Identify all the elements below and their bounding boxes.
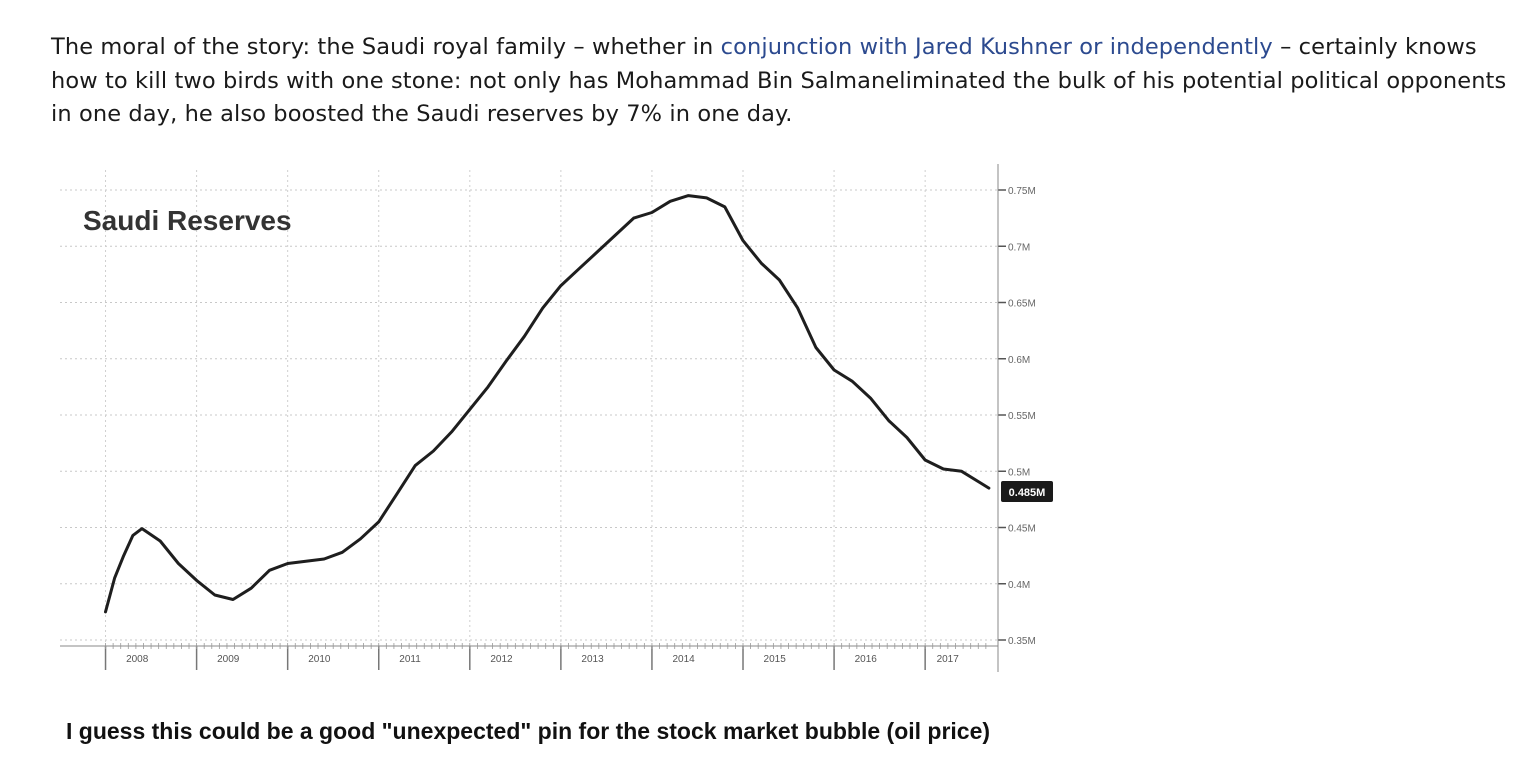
saudi-reserves-chart: Saudi Reserves 0.75M 0.7M 0.65M 0.6M 0.55M 0.… [55,158,1065,698]
x-tick-label: 2014 [672,654,695,665]
y-tick-label: 0.75M [1008,186,1036,197]
x-tick-label: 2011 [399,654,421,665]
series-line-reserves [104,194,991,614]
y-tick-label: 0.55M [1008,411,1036,422]
chart-title: Saudi Reserves [83,205,292,236]
x-tick-label: 2012 [490,654,513,665]
x-tick-label: 2016 [855,654,878,665]
y-tick-label: 0.6M [1008,355,1030,366]
x-tick-label: 2017 [937,654,960,665]
chart-axes [60,164,1006,672]
y-tick-label: 0.65M [1008,299,1036,310]
y-tick-labels: 0.75M 0.7M 0.65M 0.6M 0.55M 0.5M 0.45M 0.4M 0.35… [1008,186,1036,647]
last-value-badge: 0.485M [1001,481,1053,502]
caption-text: I guess this could be a good "unexpected… [66,718,991,744]
paragraph-text-start: The moral of the story: the Saudi royal … [51,34,721,60]
last-value-label: 0.485M [1009,487,1046,499]
x-tick-label: 2015 [764,654,787,665]
x-tick-label: 2010 [308,654,331,665]
y-tick-label: 0.45M [1008,524,1036,535]
x-tick-label: 2009 [217,654,240,665]
y-tick-label: 0.5M [1008,467,1030,478]
x-tick-label: 2013 [581,654,604,665]
paragraph-text-end: – certainly knows how to kill two birds … [51,34,1507,127]
y-tick-label: 0.35M [1008,636,1036,647]
article-paragraph: The moral of the story: the Saudi royal … [51,31,1511,132]
y-tick-label: 0.7M [1008,242,1030,253]
chart-svg: Saudi Reserves 0.75M0.7M0.65M0.6M0.55M0.… [60,164,1053,672]
chart-grid [60,170,998,648]
x-tick-labels: 2008 2009 2010 2011 2012 2013 2014 2015 2016 2017 [126,654,959,665]
y-tick-label: 0.4M [1008,580,1030,591]
x-tick-label: 2008 [126,654,149,665]
kushner-link[interactable]: conjunction with Jared Kushner or indepe… [720,34,1273,60]
